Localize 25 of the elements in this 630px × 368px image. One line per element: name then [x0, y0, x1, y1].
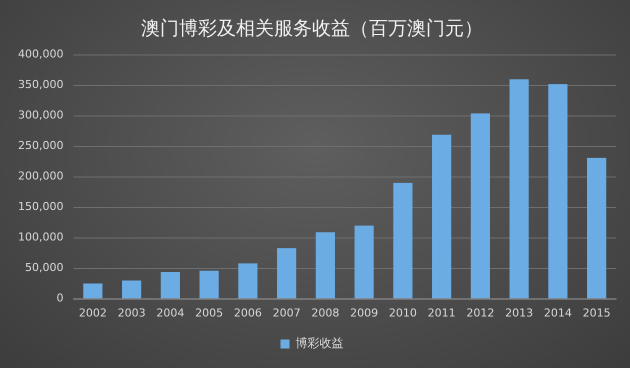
- x-tick-label: 2010: [388, 306, 417, 320]
- y-tick-label: 400,000: [18, 48, 64, 61]
- x-tick-label: 2011: [428, 306, 456, 320]
- x-tick-label: 2007: [272, 306, 301, 320]
- x-tick-label: 2008: [311, 306, 340, 320]
- x-tick-label: 2002: [78, 306, 107, 320]
- x-tick-label: 2012: [466, 306, 494, 320]
- y-tick-label: 0: [56, 292, 64, 305]
- x-tick-label: 2015: [582, 306, 611, 320]
- x-tick-label: 2009: [350, 306, 378, 320]
- y-tick-label: 250,000: [18, 139, 64, 152]
- y-tick-label: 100,000: [18, 230, 64, 244]
- x-tick-label: 2006: [234, 306, 262, 320]
- y-tick-label: 300,000: [18, 108, 64, 122]
- y-tick-label: 200,000: [18, 170, 64, 183]
- y-tick-label: 150,000: [18, 200, 64, 214]
- y-tick-label: 50,000: [24, 261, 64, 274]
- x-tick-label: 2014: [544, 306, 572, 320]
- legend-label: 博彩收益: [296, 336, 344, 350]
- x-tick-label: 2003: [118, 306, 146, 320]
- x-tick-label: 2004: [156, 306, 184, 320]
- y-tick-label: 350,000: [18, 78, 64, 92]
- x-tick-label: 2013: [505, 306, 534, 320]
- chart-title: 澳门博彩及相关服务收益（百万澳门元）: [141, 17, 483, 40]
- x-tick-label: 2005: [195, 306, 224, 320]
